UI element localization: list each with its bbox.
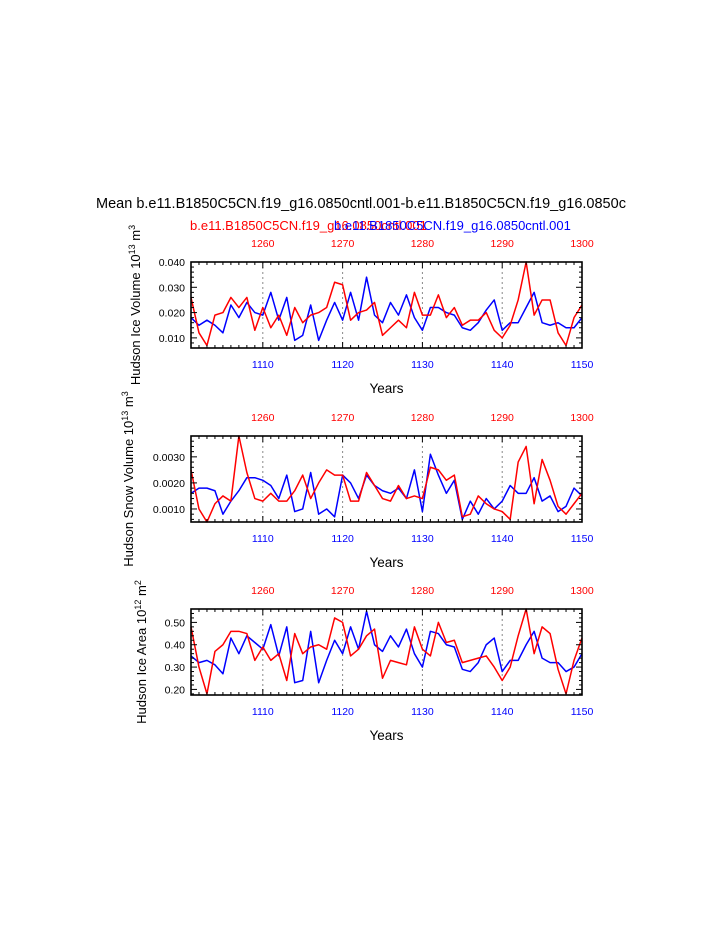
x-tick-label-bottom: 1110	[252, 706, 274, 718]
y-axis-label-text: Hudson Ice Volume 10	[128, 254, 143, 385]
x-tick-label-bottom: 1150	[571, 359, 594, 371]
x-tick-label-top: 1300	[570, 412, 594, 424]
chart-panel-3: 0.20 0.30 0.40 0.50 1110 1120 1130 1140 1150 1260…	[133, 580, 594, 743]
y-tick-label: 0.030	[159, 282, 185, 294]
y-axis-label-exponent: 2	[133, 580, 143, 585]
x-tick-label-bottom: 1110	[252, 533, 274, 545]
y-axis-label-text: m	[134, 585, 149, 599]
x-tick-label-top: 1290	[491, 412, 515, 424]
x-tick-label-bottom: 1130	[411, 706, 434, 718]
y-tick-label: 0.0030	[153, 452, 185, 464]
x-tick-label-bottom: 1150	[571, 533, 594, 545]
y-axis-label-text: Hudson Ice Area 10	[134, 610, 149, 724]
x-tick-label-bottom: 1140	[491, 706, 514, 718]
chart-panel-2: 0.0010 0.0020 0.0030 1110 1120 1130 1140 1150 12…	[120, 391, 594, 570]
x-axis-label: Years	[369, 555, 403, 570]
x-tick-label-top: 1280	[411, 412, 435, 424]
x-tick-label-bottom: 1120	[331, 533, 354, 545]
x-tick-label-bottom: 1140	[491, 533, 514, 545]
x-tick-label-top: 1300	[570, 585, 594, 597]
y-tick-label: 0.010	[159, 333, 185, 345]
y-tick-label: 0.30	[165, 662, 186, 674]
series-line-blue	[190, 453, 583, 521]
x-tick-label-top: 1260	[251, 238, 275, 250]
panels-group: 0.010 0.020 0.030 0.040 1110 1120 1130 1140 1150…	[120, 225, 594, 743]
series-line-blue	[190, 610, 583, 684]
x-tick-label-bottom: 1130	[411, 533, 434, 545]
series-line-red	[190, 608, 583, 695]
y-axis-label-exponent: 12	[133, 600, 143, 610]
series-line-blue	[190, 276, 583, 342]
legend-blue-label: b.e11.B1850C5CN.f19_g16.0850cntl.001	[334, 218, 571, 233]
x-tick-label-top: 1290	[491, 238, 515, 250]
x-tick-label-top: 1280	[411, 585, 435, 597]
plot-frame	[190, 261, 583, 349]
y-tick-label: 0.020	[159, 308, 185, 320]
series-line-red	[190, 261, 583, 347]
y-axis-label-text: m	[121, 396, 136, 410]
x-tick-label-bottom: 1140	[491, 359, 514, 371]
y-axis-label: Hudson Ice Area 1012 m2	[133, 580, 149, 724]
x-tick-label-bottom: 1130	[411, 359, 434, 371]
x-tick-label-bottom: 1110	[252, 359, 274, 371]
x-tick-label-top: 1270	[331, 585, 355, 597]
series-line-red	[190, 435, 583, 523]
chart-panel-1: 0.010 0.020 0.030 0.040 1110 1120 1130 1140 1150…	[127, 225, 594, 396]
y-tick-label: 0.20	[165, 684, 186, 696]
y-axis-label-text: Hudson Snow Volume 10	[121, 421, 136, 567]
y-tick-label: 0.040	[159, 257, 185, 269]
legend-red-label: b.e11.B1850C5CN.f19_g16.0850cntl.001	[190, 218, 427, 233]
x-tick-label-top: 1300	[570, 238, 594, 250]
y-tick-label: 0.50	[165, 617, 186, 629]
x-tick-label-top: 1260	[251, 412, 275, 424]
y-axis-label-exponent: 3	[120, 391, 130, 396]
y-axis-label: Hudson Ice Volume 1013 m3	[127, 225, 143, 385]
y-tick-label: 0.40	[165, 640, 186, 652]
plot-frame	[190, 435, 583, 523]
x-axis-label: Years	[369, 381, 403, 396]
y-axis-label-exponent: 3	[127, 225, 137, 230]
y-tick-label: 0.0010	[153, 504, 185, 516]
plot-frame	[190, 608, 583, 696]
main-title: Mean b.e11.B1850C5CN.f19_g16.0850cntl.00…	[96, 196, 626, 212]
x-tick-label-bottom: 1150	[571, 706, 594, 718]
y-axis-label-text: m	[128, 230, 143, 244]
x-axis-label: Years	[369, 728, 403, 743]
x-tick-label-top: 1270	[331, 238, 355, 250]
x-tick-label-top: 1270	[331, 412, 355, 424]
x-tick-label-bottom: 1120	[331, 359, 354, 371]
x-tick-label-top: 1260	[251, 585, 275, 597]
y-tick-label: 0.0020	[153, 478, 185, 490]
y-axis-label-exponent: 13	[127, 244, 137, 254]
y-axis-label-exponent: 13	[120, 411, 130, 421]
y-axis-label: Hudson Snow Volume 1013 m3	[120, 391, 136, 566]
x-tick-label-top: 1290	[491, 585, 515, 597]
x-tick-label-top: 1280	[411, 238, 435, 250]
x-tick-label-bottom: 1120	[331, 706, 354, 718]
